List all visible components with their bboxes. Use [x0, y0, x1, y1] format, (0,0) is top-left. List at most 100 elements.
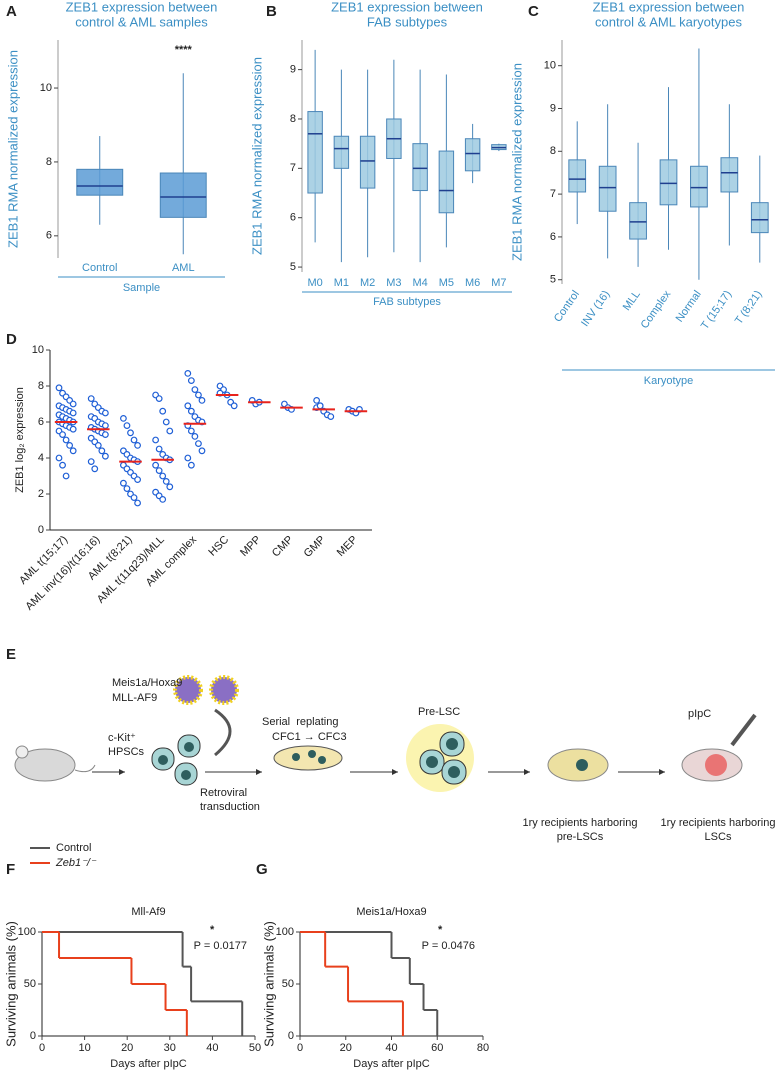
- y-tick-label: 0: [288, 1030, 294, 1042]
- box: [720, 157, 739, 193]
- data-point: [87, 458, 95, 466]
- label: transduction: [200, 801, 260, 813]
- box: [412, 143, 428, 192]
- arrow-head: [256, 769, 262, 775]
- data-point: [55, 454, 63, 462]
- nucleus: [184, 742, 194, 752]
- label: c-Kit⁺: [108, 732, 136, 744]
- cell: [576, 759, 588, 771]
- data-point: [159, 472, 167, 480]
- y-tick-label: 5: [290, 261, 296, 273]
- panel-letter: B: [266, 3, 277, 20]
- data-point: [69, 400, 77, 408]
- y-axis-label: ZEB1 RMA normalized expression: [249, 57, 264, 255]
- x-tick-label: 40: [206, 1042, 218, 1054]
- mouse-ear: [15, 745, 29, 759]
- y-tick-label: 100: [18, 926, 36, 938]
- data-point: [98, 447, 106, 455]
- chart-title: ZEB1 expression between: [66, 0, 218, 14]
- y-tick-label: 7: [290, 162, 296, 174]
- y-tick-label: 8: [38, 380, 44, 392]
- y-axis-label: ZEB1 RMA normalized expression: [5, 50, 20, 248]
- y-tick-label: 9: [550, 102, 556, 114]
- y-axis-label: ZEB1 RMA normalized expression: [509, 63, 524, 261]
- data-point: [184, 402, 192, 410]
- x-axis-label: Sample: [123, 282, 160, 294]
- colony: [308, 750, 316, 758]
- box: [159, 172, 207, 218]
- x-tick-label: M0: [307, 277, 322, 289]
- y-tick-label: 100: [276, 926, 294, 938]
- data-point: [152, 461, 160, 469]
- x-tick-label: T (8;21): [733, 289, 765, 327]
- y-tick-label: 50: [24, 978, 36, 990]
- y-tick-label: 8: [46, 156, 52, 168]
- x-tick-label: 20: [121, 1042, 133, 1054]
- y-tick-label: 0: [38, 524, 44, 536]
- panel-letter: A: [6, 3, 17, 20]
- data-point: [87, 395, 95, 403]
- y-tick-label: 10: [544, 60, 556, 72]
- label: LSCs: [705, 831, 732, 843]
- x-tick-label: M1: [334, 277, 349, 289]
- data-point: [127, 429, 134, 437]
- chart-title: ZEB1 expression between: [593, 0, 745, 14]
- dish: [273, 745, 343, 771]
- data-point: [191, 386, 199, 394]
- x-tick-label: 80: [477, 1042, 489, 1054]
- data-point: [187, 407, 195, 415]
- data-point: [155, 395, 163, 403]
- box: [76, 168, 124, 196]
- data-point: [59, 461, 66, 469]
- x-tick-label: Complex: [639, 288, 674, 331]
- data-point: [159, 407, 167, 415]
- data-point: [155, 445, 163, 453]
- y-tick-label: 4: [38, 452, 44, 464]
- box: [598, 165, 617, 212]
- chart-title: FAB subtypes: [367, 14, 448, 29]
- box: [568, 159, 587, 193]
- label: pre-LSCs: [557, 831, 604, 843]
- x-tick-label: M5: [439, 277, 454, 289]
- panel-letter: E: [6, 646, 16, 663]
- y-tick-label: 6: [38, 416, 44, 428]
- x-tick-label: M2: [360, 277, 375, 289]
- data-point: [62, 472, 70, 480]
- nucleus: [181, 770, 191, 780]
- p-value: P = 0.0177: [194, 940, 247, 952]
- y-tick-label: 5: [550, 274, 556, 286]
- arrow-head: [659, 769, 665, 775]
- nucleus: [158, 755, 168, 765]
- data-point: [327, 413, 335, 421]
- data-point: [134, 442, 141, 449]
- x-tick-label: 0: [39, 1042, 45, 1054]
- data-point: [230, 402, 238, 410]
- label: Pre-LSC: [418, 706, 460, 718]
- x-tick-label: M6: [465, 277, 480, 289]
- y-tick-label: 10: [32, 344, 44, 356]
- colony: [292, 753, 300, 761]
- x-tick-label: T (15;17): [699, 289, 734, 332]
- data-point: [313, 397, 321, 404]
- x-axis-label: Days after pIpC: [353, 1058, 429, 1070]
- panel-letter: C: [528, 3, 539, 20]
- y-tick-label: 6: [550, 231, 556, 243]
- p-value: P = 0.0476: [422, 940, 475, 952]
- box: [333, 135, 350, 169]
- label: HPSCs: [108, 746, 145, 758]
- diagram: E Meis1a/Hoxa9 MLL-AF9 c-Kit⁺ HPSCs Retr…: [6, 646, 775, 843]
- x-tick-label: 40: [385, 1042, 397, 1054]
- virus: [209, 675, 239, 705]
- data-point: [120, 479, 127, 487]
- arrow-head: [119, 769, 125, 775]
- x-tick-label: GMP: [302, 534, 328, 560]
- x-tick-label: Normal: [674, 289, 704, 325]
- data-point: [195, 391, 202, 399]
- data-point: [66, 442, 74, 449]
- data-point: [166, 427, 174, 435]
- x-tick-label: 30: [164, 1042, 176, 1054]
- colony: [318, 756, 326, 764]
- label: Retroviral: [200, 787, 247, 799]
- panel-letter: D: [6, 331, 17, 348]
